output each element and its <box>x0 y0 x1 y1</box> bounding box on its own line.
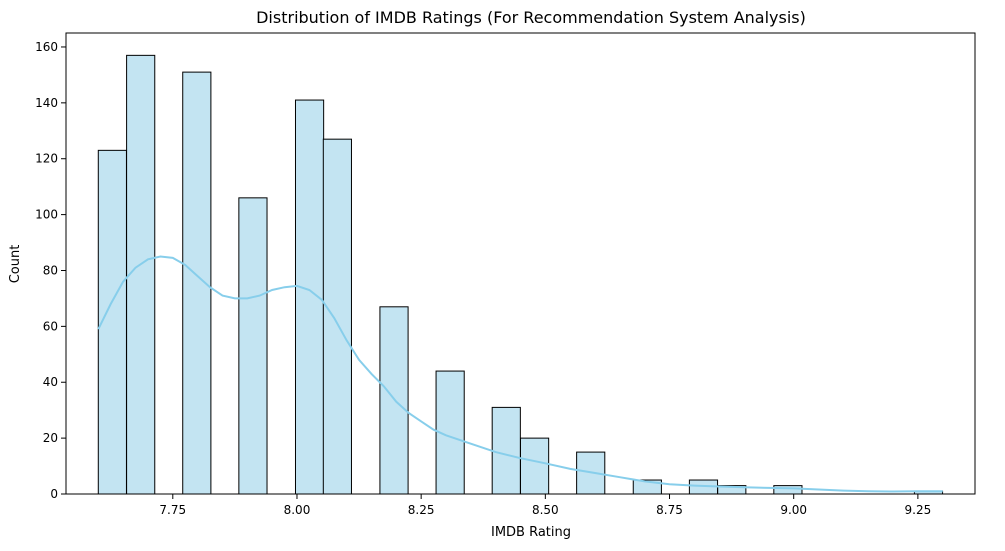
histogram-bar <box>773 485 803 495</box>
y-tick-label: 0 <box>50 487 58 501</box>
y-tick-label: 40 <box>43 375 58 389</box>
histogram-bar <box>97 149 127 495</box>
x-tick-label: 7.75 <box>159 503 186 517</box>
chart-title: Distribution of IMDB Ratings (For Recomm… <box>256 8 806 27</box>
kde-line <box>97 255 943 493</box>
x-axis-ticks: 7.75 8.00 8.25 8.50 8.75 9.00 9.25 <box>159 494 931 517</box>
histogram-bar <box>520 437 550 495</box>
y-axis-label: Count <box>8 245 23 284</box>
y-tick-label: 80 <box>43 263 58 277</box>
y-tick-label: 140 <box>35 96 58 110</box>
x-tick-label: 9.00 <box>780 503 807 517</box>
y-tick-label: 120 <box>35 152 58 166</box>
histogram-bar <box>238 197 268 495</box>
y-tick-label: 20 <box>43 431 58 445</box>
y-tick-label: 100 <box>35 208 58 222</box>
y-axis-ticks: 0 20 40 60 80 100 120 140 160 <box>35 40 66 501</box>
x-tick-label: 8.25 <box>408 503 435 517</box>
y-tick-label: 160 <box>35 40 58 54</box>
x-tick-label: 8.75 <box>656 503 683 517</box>
x-tick-label: 9.25 <box>905 503 932 517</box>
bars-layer <box>97 54 944 495</box>
histogram-bar <box>491 406 521 495</box>
x-tick-label: 8.50 <box>532 503 559 517</box>
axes-frame <box>65 32 976 495</box>
histogram-bar <box>322 138 352 495</box>
x-axis-label: IMDB Rating <box>491 525 571 540</box>
y-tick-label: 60 <box>43 319 58 333</box>
histogram-bar <box>126 54 156 495</box>
x-tick-label: 8.00 <box>284 503 311 517</box>
